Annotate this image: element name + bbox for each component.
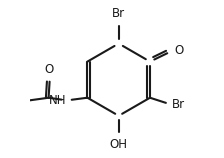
Text: O: O [174, 44, 183, 57]
Text: Br: Br [112, 7, 125, 20]
Text: OH: OH [110, 138, 128, 151]
Text: Br: Br [172, 98, 185, 111]
Text: NH: NH [48, 94, 66, 107]
Text: O: O [45, 63, 54, 76]
